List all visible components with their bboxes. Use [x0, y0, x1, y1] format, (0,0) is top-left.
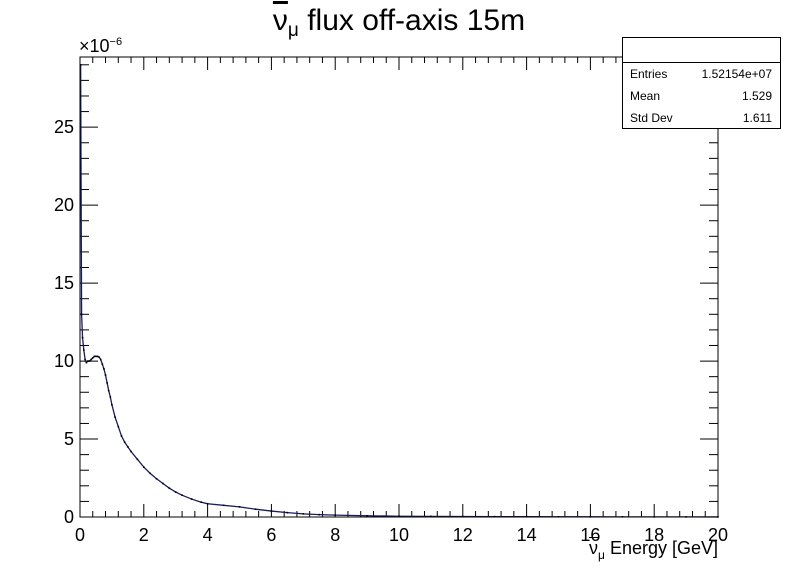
data-point	[398, 515, 400, 518]
data-point	[90, 358, 92, 361]
data-point	[200, 501, 203, 503]
data-point	[87, 360, 89, 362]
x-tick-label: 10	[389, 525, 409, 545]
data-point	[222, 504, 225, 507]
y-tick-label: 15	[54, 273, 74, 293]
flux-curve	[79, 64, 719, 518]
title-nu-symbol: ν	[272, 4, 288, 37]
data-point	[117, 425, 120, 428]
stats-label: Mean	[630, 89, 661, 103]
data-point	[114, 416, 116, 418]
y-tick-label: 20	[54, 195, 74, 215]
stats-label: Entries	[630, 67, 668, 81]
data-point	[149, 472, 151, 475]
stats-row-entries: Entries 1.52154e+07	[623, 63, 780, 85]
x-axis-label: νμ Energy [GeV]	[589, 538, 718, 562]
y-tick-label: 10	[54, 351, 74, 371]
stats-box: Entries 1.52154e+07 Mean 1.529 Std Dev 1.61…	[622, 37, 781, 129]
data-point	[181, 494, 183, 496]
x-tick-label: 2	[139, 525, 149, 545]
data-point	[366, 514, 368, 517]
data-point	[302, 513, 305, 515]
data-point	[85, 361, 88, 364]
data-point	[190, 498, 193, 500]
data-point	[81, 336, 84, 339]
title-text: flux off-axis 15m	[298, 4, 526, 37]
stats-value: 1.529	[741, 89, 772, 103]
stats-value: 1.611	[742, 111, 772, 125]
x-tick-label: 18	[644, 525, 664, 545]
xlabel-text: Energy [GeV]	[604, 538, 718, 558]
axis-tick-labels: 0 2 4 6 8 10 12 14 16 18 20 0 5 10 15 20 25	[54, 117, 728, 545]
data-point	[130, 450, 132, 453]
data-point	[120, 435, 123, 437]
x-tick-label: 6	[266, 525, 276, 545]
x-tick-label: 4	[203, 525, 213, 545]
data-point	[107, 389, 110, 392]
y-multiplier-base: ×10	[79, 36, 110, 56]
data-point	[155, 478, 158, 480]
y-tick-label: 25	[54, 117, 74, 137]
data-point	[103, 368, 105, 370]
y-axis-multiplier: ×10−6	[79, 36, 122, 57]
stats-row-stddev: Std Dev 1.611	[623, 107, 780, 129]
data-point	[80, 313, 83, 316]
data-point	[83, 349, 85, 351]
title-mu-subscript: μ	[287, 20, 299, 41]
y-multiplier-exponent: −6	[109, 36, 123, 48]
data-point	[127, 446, 129, 448]
data-point	[206, 502, 209, 505]
data-point	[430, 515, 432, 518]
stats-value: 1.52154e+07	[701, 67, 772, 81]
histogram-series	[79, 64, 719, 518]
data-point	[270, 510, 273, 512]
data-point	[99, 358, 102, 361]
data-point	[96, 355, 99, 358]
data-point	[168, 487, 171, 489]
data-point	[334, 514, 336, 516]
stats-box-header	[623, 38, 780, 63]
data-point	[91, 357, 94, 359]
data-point	[104, 374, 107, 376]
xlabel-mu-subscript: μ	[598, 548, 605, 562]
data-point	[88, 360, 91, 362]
data-point	[318, 513, 321, 516]
x-tick-label: 16	[580, 525, 600, 545]
data-point	[93, 355, 96, 358]
data-point	[174, 491, 177, 493]
x-tick-label: 0	[75, 525, 85, 545]
x-tick-label: 8	[330, 525, 340, 545]
data-point	[84, 358, 86, 361]
data-point	[111, 403, 113, 406]
stats-label: Std Dev	[630, 111, 673, 125]
data-point	[162, 482, 164, 485]
data-point	[143, 466, 145, 468]
data-point	[238, 506, 241, 508]
data-point	[254, 508, 257, 510]
x-tick-label: 20	[708, 525, 728, 545]
data-point	[106, 382, 108, 384]
data-point	[79, 64, 82, 66]
data-point	[123, 441, 126, 443]
data-point	[101, 363, 104, 365]
x-tick-label: 14	[517, 525, 537, 545]
y-tick-label: 0	[64, 507, 74, 527]
xlabel-nu-symbol: ν	[589, 538, 599, 558]
data-point	[136, 458, 139, 461]
data-point	[109, 396, 112, 398]
plot-frame	[79, 56, 719, 518]
data-point	[95, 355, 97, 358]
data-point	[286, 511, 289, 514]
stats-row-mean: Mean 1.529	[623, 85, 780, 107]
chart-title: νμ flux off-axis 15m	[0, 4, 798, 42]
y-tick-label: 5	[64, 429, 74, 449]
data-point	[98, 356, 100, 358]
x-tick-label: 12	[453, 525, 473, 545]
